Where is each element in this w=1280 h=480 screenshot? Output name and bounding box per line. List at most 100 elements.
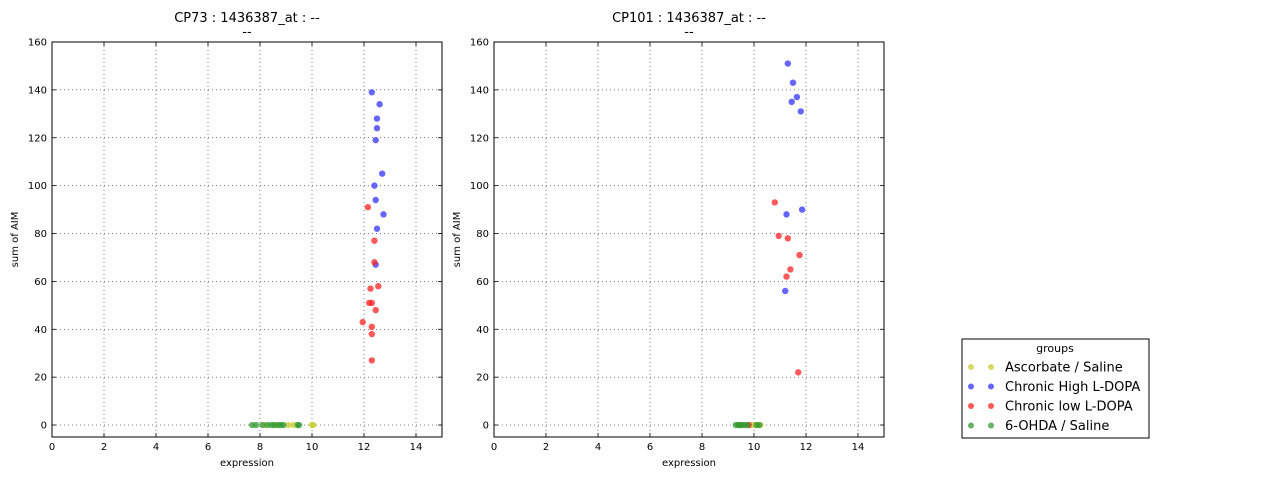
chart-title: CP73 : 1436387_at : -- — [174, 11, 320, 26]
x-tick-label: 12 — [800, 442, 813, 453]
x-tick-label: 4 — [153, 442, 159, 453]
y-axis-label: sum of AIM — [10, 212, 21, 268]
x-tick-label: 10 — [748, 442, 761, 453]
x-tick-label: 12 — [358, 442, 371, 453]
x-tick-label: 0 — [49, 442, 55, 453]
data-point — [788, 98, 795, 106]
data-point — [375, 282, 382, 290]
data-point — [789, 79, 797, 86]
data-point — [756, 421, 763, 429]
x-tick-label: 14 — [410, 442, 423, 453]
data-point — [368, 89, 375, 96]
series-3 — [359, 203, 382, 364]
legend-item-label: 6-OHDA / Saline — [1005, 419, 1109, 434]
data-point — [376, 101, 383, 108]
data-point — [796, 251, 803, 259]
legend: groups Ascorbate / Saline Chronic High L-… — [961, 338, 1150, 439]
legend-item-label: Chronic High L-DOPA — [1005, 380, 1140, 395]
x-tick-label: 4 — [595, 442, 601, 453]
y-tick-label: 60 — [34, 277, 47, 288]
series-4 — [732, 421, 763, 429]
data-point — [783, 211, 790, 218]
data-point — [775, 232, 782, 240]
y-tick-label: 80 — [476, 229, 489, 240]
legend-marker — [968, 422, 974, 429]
legend-item-label: Chronic low L-DOPA — [1005, 400, 1133, 415]
data-point — [368, 323, 375, 331]
legend-marker — [988, 383, 994, 390]
plot-frame — [51, 41, 443, 438]
data-point — [259, 421, 266, 429]
x-tick-label: 10 — [306, 442, 319, 453]
legend-marker — [968, 383, 974, 390]
y-tick-label: 40 — [34, 325, 47, 336]
chart-subtitle: -- — [242, 25, 252, 40]
data-point — [359, 318, 366, 326]
y-tick-label: 80 — [34, 229, 47, 240]
y-tick-label: 140 — [28, 85, 47, 96]
data-point — [252, 421, 260, 429]
data-point — [373, 115, 381, 122]
legend-marker — [988, 403, 994, 409]
data-point — [280, 421, 287, 429]
y-tick-label: 100 — [470, 181, 489, 192]
chart-title: CP101 : 1436387_at : -- — [612, 11, 766, 26]
data-point — [379, 170, 386, 177]
x-tick-label: 2 — [101, 442, 107, 453]
legend-title: groups — [1036, 342, 1074, 355]
data-point — [373, 225, 381, 232]
x-axis-label: expression — [662, 458, 716, 469]
data-point — [783, 273, 790, 280]
data-point — [368, 357, 375, 364]
y-tick-label: 160 — [470, 38, 489, 49]
y-tick-label: 60 — [476, 277, 489, 288]
data-point — [744, 421, 751, 429]
data-point — [367, 285, 374, 292]
y-tick-label: 40 — [476, 325, 489, 336]
y-tick-label: 120 — [470, 133, 489, 144]
data-point — [371, 182, 378, 189]
data-point — [797, 108, 804, 115]
x-tick-label: 6 — [647, 442, 653, 453]
legend-marker — [988, 364, 994, 370]
data-point — [793, 93, 801, 101]
y-tick-label: 20 — [476, 373, 489, 384]
series-3 — [745, 199, 803, 429]
x-tick-label: 8 — [699, 442, 705, 453]
data-point — [372, 196, 379, 204]
y-tick-label: 20 — [34, 373, 47, 384]
data-point — [372, 306, 379, 314]
y-tick-label: 140 — [470, 85, 489, 96]
series-2 — [368, 89, 387, 268]
y-axis-label: sum of AIM — [452, 212, 463, 268]
data-point — [372, 136, 379, 144]
y-tick-label: 0 — [483, 421, 489, 432]
chart-subtitle: -- — [684, 25, 694, 40]
legend-marker — [968, 364, 974, 370]
y-tick-label: 100 — [28, 181, 47, 192]
data-point — [373, 124, 381, 132]
data-point — [784, 235, 791, 242]
x-tick-label: 14 — [852, 442, 865, 453]
data-point — [310, 421, 317, 429]
data-point — [771, 199, 778, 206]
data-point — [295, 421, 303, 429]
series-2 — [782, 60, 806, 295]
data-point — [795, 369, 802, 376]
data-point — [736, 421, 743, 429]
plot-frame — [493, 41, 885, 438]
x-tick-label: 0 — [491, 442, 497, 453]
series-4 — [249, 421, 303, 429]
y-tick-label: 160 — [28, 38, 47, 49]
x-tick-label: 6 — [205, 442, 211, 453]
legend-marker — [968, 403, 974, 409]
data-point — [787, 266, 794, 273]
x-tick-label: 8 — [257, 442, 263, 453]
data-point — [380, 211, 387, 218]
legend-marker — [988, 422, 994, 429]
data-point — [368, 330, 375, 338]
